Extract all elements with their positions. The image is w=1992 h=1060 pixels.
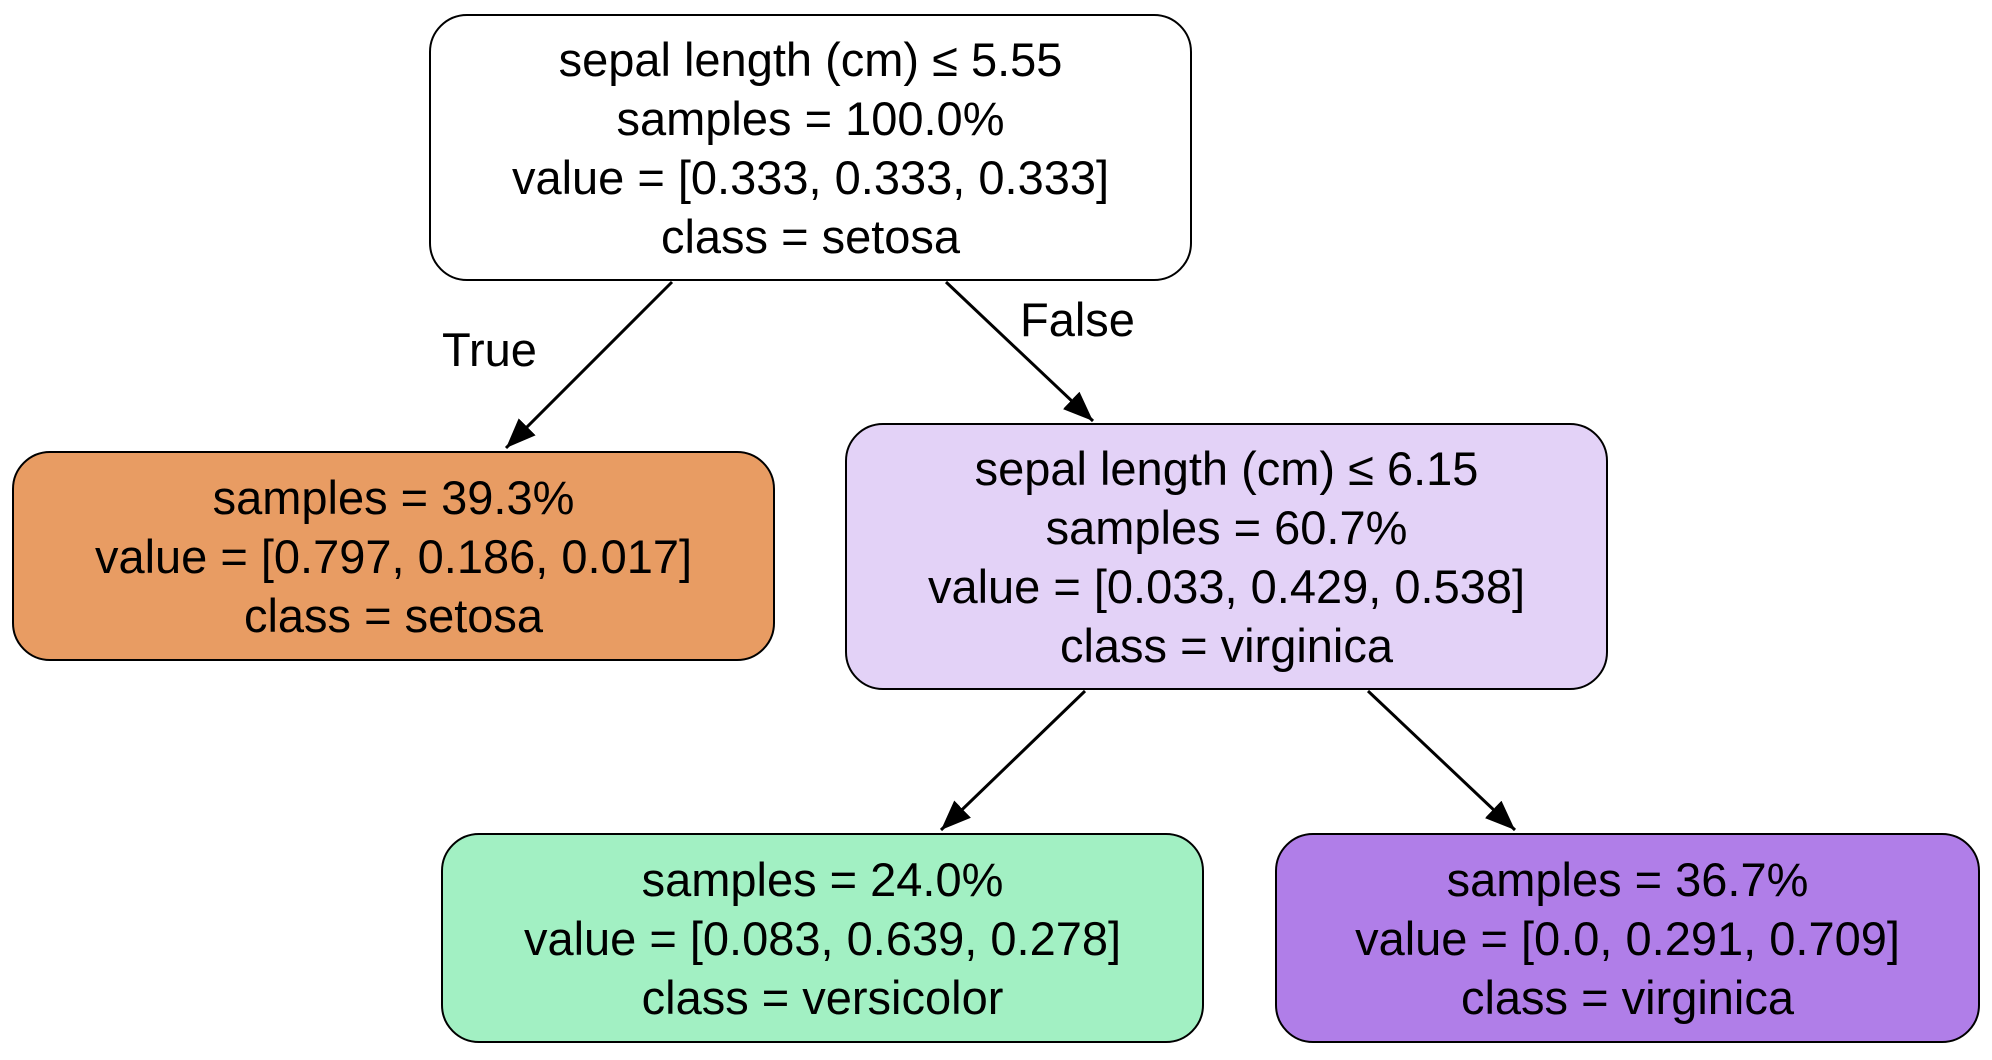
tree-node-root: sepal length (cm) ≤ 5.55 samples = 100.0… bbox=[429, 14, 1192, 281]
edge-right-to-right-right bbox=[1366, 689, 1517, 832]
node-value: value = [0.0, 0.291, 0.709] bbox=[1355, 911, 1900, 965]
node-class: class = virginica bbox=[1460, 970, 1795, 1024]
node-samples: samples = 24.0% bbox=[641, 852, 1004, 906]
node-samples: samples = 36.7% bbox=[1446, 852, 1809, 906]
node-value: value = [0.083, 0.639, 0.278] bbox=[523, 911, 1122, 965]
edge-root-to-left bbox=[504, 280, 674, 450]
node-class: class = versicolor bbox=[641, 970, 1004, 1024]
tree-node-left-leaf: samples = 39.3% value = [0.797, 0.186, 0… bbox=[12, 451, 775, 661]
node-value: value = [0.033, 0.429, 0.538] bbox=[927, 559, 1526, 613]
node-class: class = setosa bbox=[660, 209, 961, 263]
node-class: class = setosa bbox=[243, 588, 544, 642]
edge-right-to-right-left bbox=[939, 689, 1087, 832]
node-samples: samples = 60.7% bbox=[1045, 500, 1408, 554]
edge-label-false: False bbox=[1020, 293, 1135, 346]
node-class: class = virginica bbox=[1059, 618, 1394, 672]
tree-node-right-right-leaf: samples = 36.7% value = [0.0, 0.291, 0.7… bbox=[1275, 833, 1980, 1043]
edge-label-true: True bbox=[442, 323, 537, 376]
node-value: value = [0.333, 0.333, 0.333] bbox=[511, 150, 1110, 204]
node-split-condition: sepal length (cm) ≤ 6.15 bbox=[974, 441, 1479, 495]
tree-node-right-left-leaf: samples = 24.0% value = [0.083, 0.639, 0… bbox=[441, 833, 1204, 1043]
node-split-condition: sepal length (cm) ≤ 5.55 bbox=[558, 32, 1063, 86]
node-samples: samples = 39.3% bbox=[212, 470, 575, 524]
node-samples: samples = 100.0% bbox=[616, 91, 1005, 145]
edge-root-to-right bbox=[944, 280, 1095, 423]
node-value: value = [0.797, 0.186, 0.017] bbox=[94, 529, 693, 583]
tree-node-right-split: sepal length (cm) ≤ 6.15 samples = 60.7%… bbox=[845, 423, 1608, 690]
